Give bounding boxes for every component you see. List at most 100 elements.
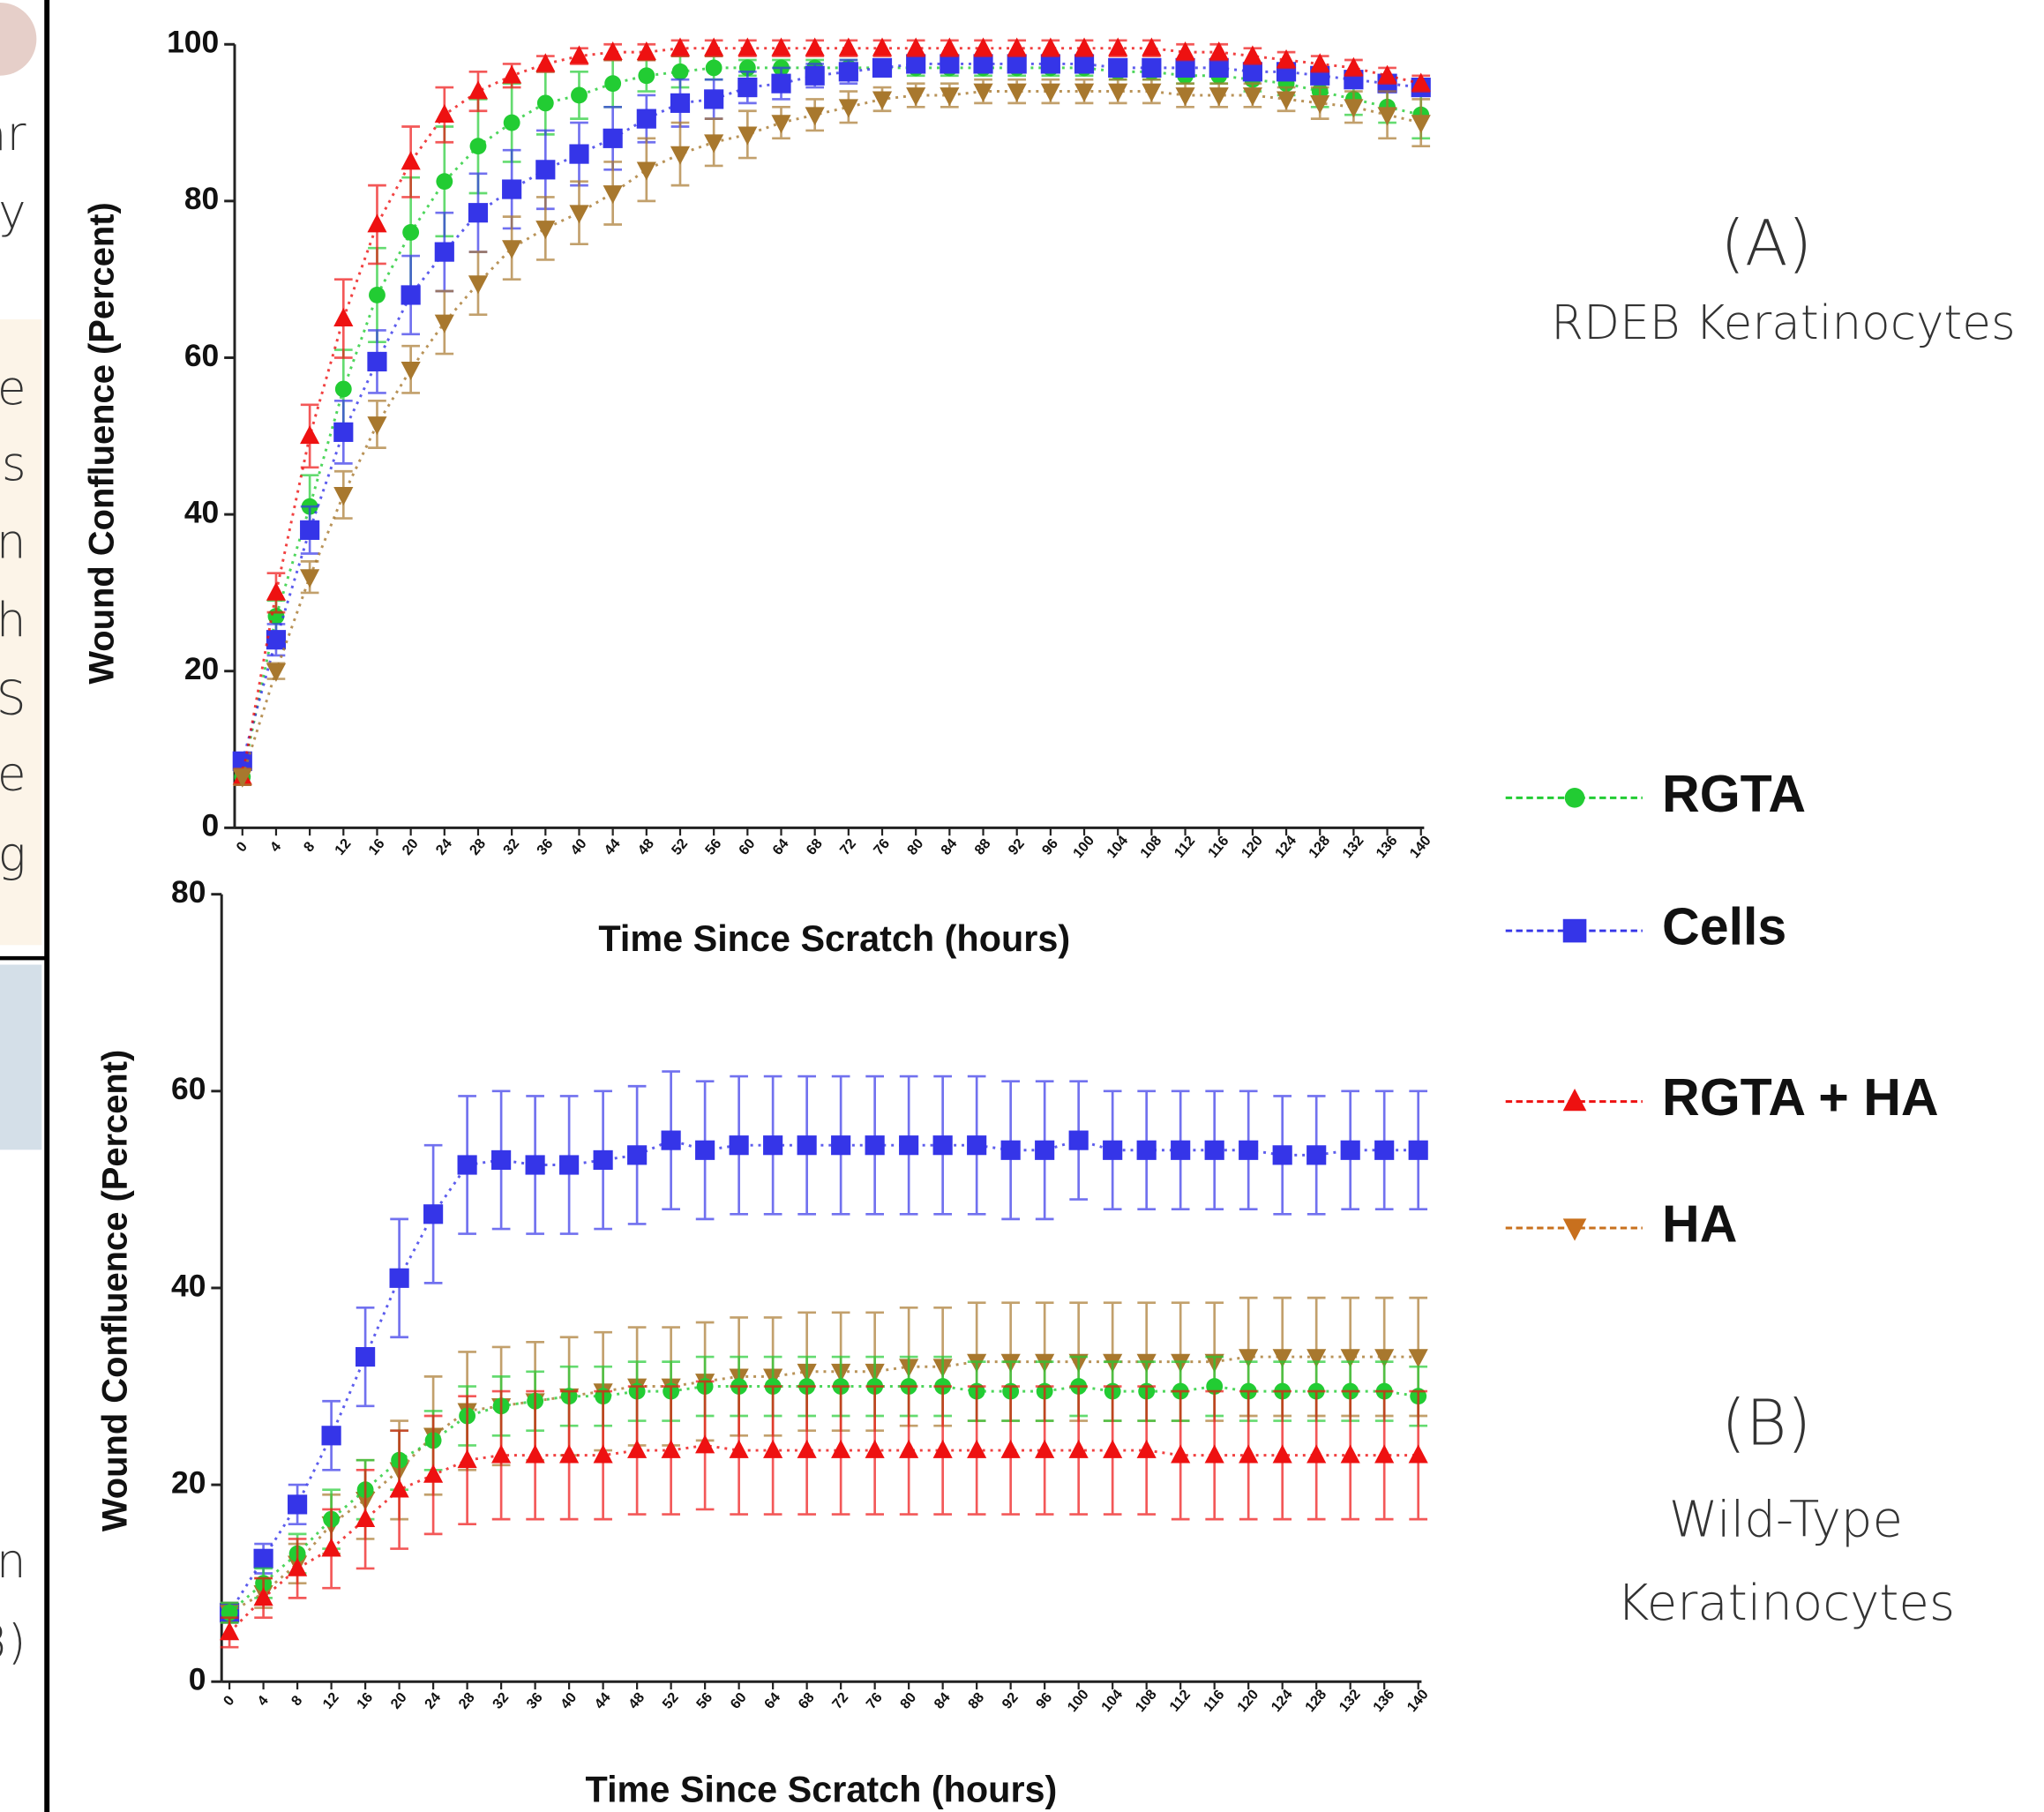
data-point [1175, 57, 1195, 78]
data-point [1411, 72, 1431, 92]
data-point [502, 179, 522, 199]
data-point [1242, 62, 1262, 82]
data-point [805, 65, 825, 86]
data-point [1242, 45, 1262, 64]
data-point [1242, 87, 1262, 107]
data-point [737, 78, 758, 98]
data-point [503, 114, 520, 131]
data-point [1171, 1444, 1191, 1464]
data-point [1408, 1444, 1428, 1464]
data-point [1068, 1130, 1089, 1150]
text-fragment: n [0, 514, 26, 569]
data-point [468, 203, 489, 223]
data-point [469, 138, 487, 155]
y-tick-label: 40 [171, 1268, 206, 1303]
data-point [1272, 1444, 1292, 1464]
data-point [932, 1135, 953, 1156]
data-point [906, 37, 926, 56]
data-point [797, 1439, 817, 1458]
left-panel-box [0, 964, 42, 1150]
data-point [737, 126, 758, 146]
data-point [704, 89, 724, 109]
data-point [932, 1439, 953, 1458]
y-tick-label: 60 [184, 338, 219, 373]
data-point [232, 751, 252, 771]
data-point [670, 146, 691, 165]
data-point [1142, 37, 1162, 56]
data-point [763, 1135, 783, 1156]
annotation: Wild-Type [1669, 1491, 1903, 1548]
data-point [940, 87, 960, 107]
data-point [367, 351, 387, 372]
data-point [1209, 87, 1229, 107]
data-point [1175, 87, 1195, 107]
data-point [367, 213, 387, 233]
data-point [401, 151, 421, 170]
data-point [1171, 1140, 1191, 1160]
data-point [232, 768, 252, 788]
data-point [288, 1557, 308, 1576]
data-point [967, 1439, 987, 1458]
data-point [627, 1439, 648, 1458]
data-point [973, 37, 993, 56]
y-tick-label: 0 [202, 808, 220, 843]
legend-marker [1562, 1218, 1587, 1241]
y-tick-label: 40 [184, 494, 219, 529]
data-point [1175, 41, 1195, 61]
data-point [457, 1155, 477, 1175]
text-fragment: e [0, 746, 26, 801]
data-point [525, 1155, 545, 1175]
data-point [940, 37, 960, 56]
data-point [661, 1439, 681, 1458]
data-point [423, 1204, 444, 1224]
data-point [569, 144, 589, 164]
data-point [771, 115, 791, 134]
data-point [1377, 107, 1397, 126]
data-point [940, 54, 960, 74]
text-fragment: s [2, 437, 26, 491]
data-point [389, 1479, 409, 1498]
data-point [661, 1130, 681, 1150]
data-point [434, 103, 454, 124]
data-point [571, 86, 588, 104]
data-point [670, 93, 691, 113]
annotation: RDEB Keratinocytes [1551, 296, 2016, 350]
data-point [1377, 64, 1397, 84]
data-point [1103, 1140, 1123, 1160]
data-point [333, 422, 354, 442]
annotation: Keratinocytes [1617, 1575, 1955, 1632]
data-point [1035, 1439, 1055, 1458]
data-point [434, 314, 454, 333]
data-point [872, 37, 893, 56]
data-point [559, 1444, 580, 1464]
data-point [1068, 1439, 1089, 1458]
y-tick-label: 0 [189, 1662, 206, 1697]
data-point [356, 1346, 376, 1367]
data-point [253, 1587, 273, 1606]
data-point [369, 287, 386, 303]
data-point [1000, 1140, 1021, 1160]
text-fragment: y [0, 185, 26, 240]
data-point [333, 307, 354, 326]
data-point [805, 107, 825, 126]
data-point [695, 1434, 715, 1454]
data-point [321, 1538, 341, 1557]
data-point [603, 185, 623, 205]
data-point [1344, 99, 1364, 118]
data-point [1040, 37, 1060, 56]
data-point [434, 242, 454, 262]
data-point [1374, 1349, 1395, 1368]
data-point [559, 1155, 580, 1175]
data-point [1007, 83, 1027, 102]
data-point [704, 134, 724, 153]
legend-label: Cells [1662, 897, 1786, 956]
data-point [1209, 57, 1229, 78]
legend-marker [1562, 918, 1587, 943]
legend-label: RGTA + HA [1662, 1067, 1939, 1127]
x-axis-label: Time Since Scratch (hours) [586, 1770, 1058, 1810]
data-point [1074, 54, 1095, 74]
data-point [1340, 1444, 1360, 1464]
data-point [1007, 37, 1027, 56]
data-point [220, 1621, 240, 1641]
data-point [831, 1439, 851, 1458]
